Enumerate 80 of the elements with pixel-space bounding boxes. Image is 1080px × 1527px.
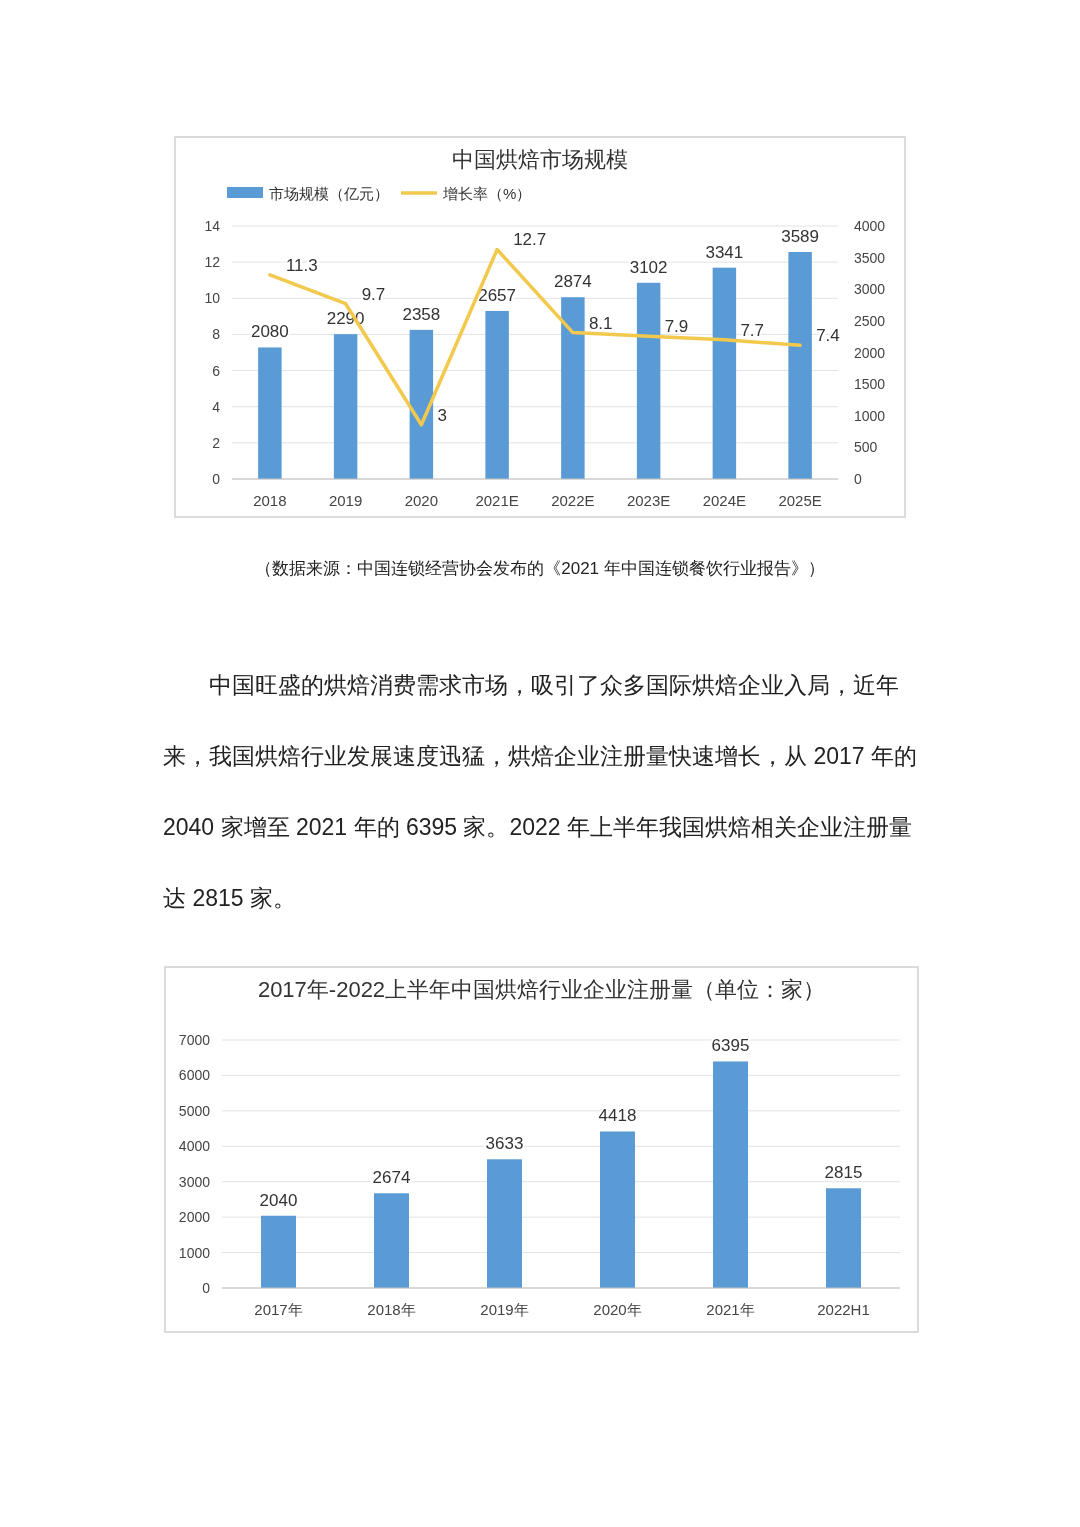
y2-tick-label: 4000 xyxy=(854,218,886,234)
bar xyxy=(260,1215,297,1288)
y-tick-label: 2 xyxy=(212,434,221,451)
data-label: 2080 xyxy=(250,322,289,342)
bar xyxy=(258,347,282,479)
data-label: 2657 xyxy=(478,285,517,305)
y2-tick-label: 500 xyxy=(854,439,878,456)
data-label: 3102 xyxy=(629,257,668,277)
y-tick-label: 8 xyxy=(212,326,221,343)
y-tick-label: 14 xyxy=(204,218,221,234)
bar xyxy=(599,1131,636,1288)
y2-tick-label: 2500 xyxy=(854,312,886,329)
bar xyxy=(825,1188,862,1288)
data-label: 2674 xyxy=(372,1168,411,1188)
bar xyxy=(333,334,358,479)
x-tick-label: 2017年 xyxy=(254,1301,303,1318)
x-tick-label: 2024E xyxy=(702,492,747,509)
data-label: 2358 xyxy=(402,304,441,324)
y-tick-label: 7000 xyxy=(178,1032,211,1048)
data-label: 11.3 xyxy=(285,255,318,275)
data-label: 6395 xyxy=(711,1036,750,1056)
y-tick-label: 6 xyxy=(212,362,221,379)
y-tick-label: 4 xyxy=(212,398,221,415)
x-tick-label: 2023E xyxy=(626,492,671,509)
y-tick-label: 12 xyxy=(204,254,221,271)
bar xyxy=(712,1061,749,1288)
y2-tick-label: 1000 xyxy=(854,407,886,424)
chart-title: 中国烘焙市场规模 xyxy=(452,147,628,172)
bar xyxy=(788,252,812,479)
y-tick-label: 2000 xyxy=(178,1209,211,1226)
legend-label: 市场规模（亿元） xyxy=(269,185,389,202)
data-label: 3633 xyxy=(485,1134,524,1154)
legend-label: 增长率（%） xyxy=(442,185,532,202)
x-tick-label: 2020 xyxy=(404,492,439,509)
data-label: 2040 xyxy=(259,1190,298,1210)
data-label: 12.7 xyxy=(513,230,547,250)
x-tick-label: 2021年 xyxy=(706,1301,755,1318)
bar xyxy=(373,1193,410,1288)
bar xyxy=(561,297,585,479)
y-tick-label: 4000 xyxy=(178,1138,211,1155)
x-tick-label: 2019 xyxy=(328,492,363,509)
text: 中国旺盛的烘焙消费需求市场，吸引了众多国际烘焙企业入局，近年来，我国烘焙行业发展速度迅猛，烘焙企业注册量快速增长，从 2017 年的 2040 家增至 2021 年的 6395 家。2022 年上半年我国烘焙相关企业注册量达 2815 家。 xyxy=(163,672,917,911)
data-label: 4418 xyxy=(598,1106,637,1126)
bar xyxy=(409,329,434,479)
y-tick-label: 0 xyxy=(202,1280,211,1296)
y-tick-label: 3000 xyxy=(178,1173,211,1190)
x-tick-label: 2025E xyxy=(778,492,822,509)
data-label: 3 xyxy=(437,405,447,425)
data-label: 7.9 xyxy=(664,317,689,337)
y-tick-label: 6000 xyxy=(178,1067,211,1084)
x-tick-label: 2021E xyxy=(475,492,519,509)
y2-tick-label: 1500 xyxy=(854,376,886,393)
data-label: 3341 xyxy=(705,242,744,262)
data-label: 2874 xyxy=(553,272,592,292)
y-tick-label: 0 xyxy=(212,471,221,487)
y-tick-label: 1000 xyxy=(178,1244,211,1261)
bar xyxy=(712,267,737,479)
x-tick-label: 2019年 xyxy=(480,1301,529,1318)
data-label: 2815 xyxy=(824,1163,863,1183)
data-label: 7.7 xyxy=(740,320,765,340)
x-tick-label: 2018年 xyxy=(367,1301,416,1318)
data-label: 8.1 xyxy=(588,313,613,333)
y2-tick-label: 2000 xyxy=(854,344,886,361)
bar xyxy=(636,282,661,479)
x-tick-label: 2022H1 xyxy=(817,1301,870,1318)
x-tick-label: 2018 xyxy=(253,492,287,509)
chart-title: 2017年-2022上半年中国烘焙行业企业注册量（单位：家） xyxy=(257,977,826,1002)
data-label: 3589 xyxy=(781,227,820,246)
y-tick-label: 5000 xyxy=(178,1102,211,1119)
y2-tick-label: 3500 xyxy=(854,249,886,266)
data-label: 9.7 xyxy=(361,284,386,304)
data-label: 7.4 xyxy=(816,326,840,346)
y2-tick-label: 3000 xyxy=(854,281,886,298)
x-tick-label: 2022E xyxy=(551,492,595,509)
bar xyxy=(486,1159,523,1288)
y2-tick-label: 0 xyxy=(854,471,862,487)
x-tick-label: 2020年 xyxy=(593,1301,642,1318)
bar xyxy=(485,310,509,479)
text: （数据来源：中国连锁经营协会发布的《2021 年中国连锁餐饮行业报告》） xyxy=(254,558,826,580)
y-tick-label: 10 xyxy=(204,290,221,307)
